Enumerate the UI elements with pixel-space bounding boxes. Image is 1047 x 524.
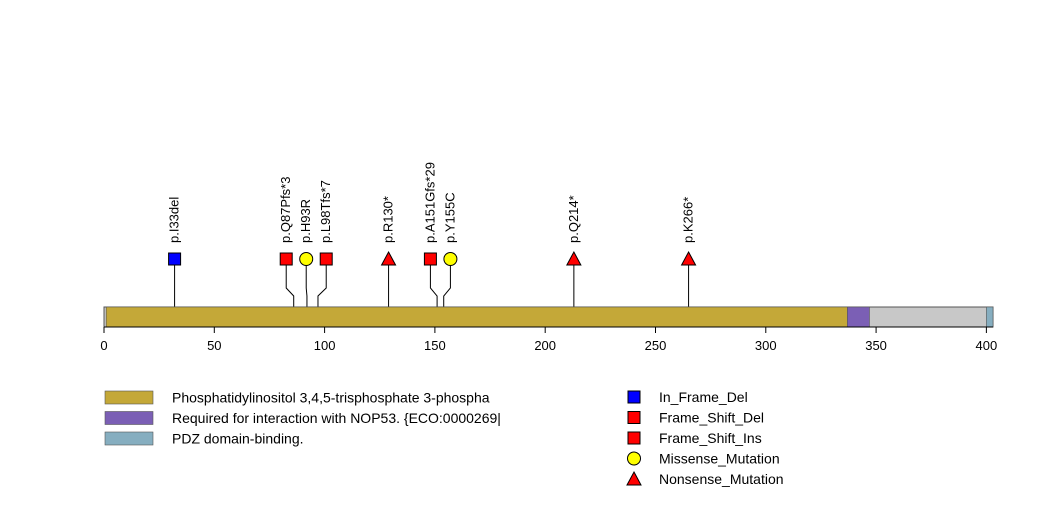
mutation-label: p.R130* [381,196,396,243]
mutation-label: p.L98Tfs*7 [318,180,333,243]
tick-label: 0 [100,338,107,353]
mutation-legend-label: Missense_Mutation [659,451,780,467]
mutation-marker [319,252,333,266]
mutation-label: p.Y155C [442,192,457,243]
domain-legend-swatch [104,431,154,446]
mutation-label: p.Q214* [566,195,581,243]
domain-legend: Phosphatidylinositol 3,4,5-trisphosphate… [104,390,501,447]
mutation-type-legend: In_Frame_Del Frame_Shift_Del Frame_Shift_I… [626,389,784,487]
tick-label: 150 [424,338,446,353]
mutation-labels: p.I33del p.Q87Pfs*3 p.H93R p.L98Tfs*7 p.R130… [167,162,696,243]
domain-2 [986,306,994,328]
domain-1 [847,306,870,328]
tick-label: 200 [534,338,556,353]
mutation-label: p.K266* [681,197,696,243]
tick-label: 50 [207,338,221,353]
mutation-marker [279,252,293,266]
tick-label: 250 [645,338,667,353]
tick-label: 400 [976,338,998,353]
mutation-label: p.A151Gfs*29 [422,162,437,243]
mutation-marker [423,252,437,266]
legend-marker [626,470,642,486]
mutation-legend-label: Nonsense_Mutation [659,471,784,487]
mutation-stems [174,259,690,327]
mutation-legend-label: Frame_Shift_Ins [659,430,762,446]
domain-legend-label: Required for interaction with NOP53. {EC… [172,410,501,426]
x-axis: 0 50 100 150 200 250 300 350 400 [100,326,998,353]
mutation-legend-label: Frame_Shift_Del [659,410,764,426]
mutation-label: p.I33del [167,197,182,243]
mutation-marker [168,252,182,266]
domain-legend-swatch [104,390,154,405]
legend-marker [627,451,641,466]
mutation-markers [168,250,697,266]
legend-marker [627,411,641,424]
mutation-label: p.Q87Pfs*3 [278,177,293,244]
legend-marker [627,390,641,404]
domain-legend-swatch [104,411,154,425]
protein-bar [103,306,994,328]
mutation-legend-label: In_Frame_Del [659,389,748,405]
mutation-marker [380,250,397,266]
domain-legend-label: Phosphatidylinositol 3,4,5-trisphosphate… [172,390,490,406]
domain-0 [105,306,848,328]
mutation-marker [299,252,314,266]
tick-label: 350 [865,338,887,353]
legend-marker [627,431,641,445]
domain-legend-label: PDZ domain-binding. [172,431,304,447]
tick-label: 100 [314,338,336,353]
mutation-label: p.H93R [298,199,313,243]
mutation-marker [566,250,582,266]
mutation-marker [443,252,458,266]
tick-label: 300 [755,338,777,353]
mutation-marker [680,250,697,266]
